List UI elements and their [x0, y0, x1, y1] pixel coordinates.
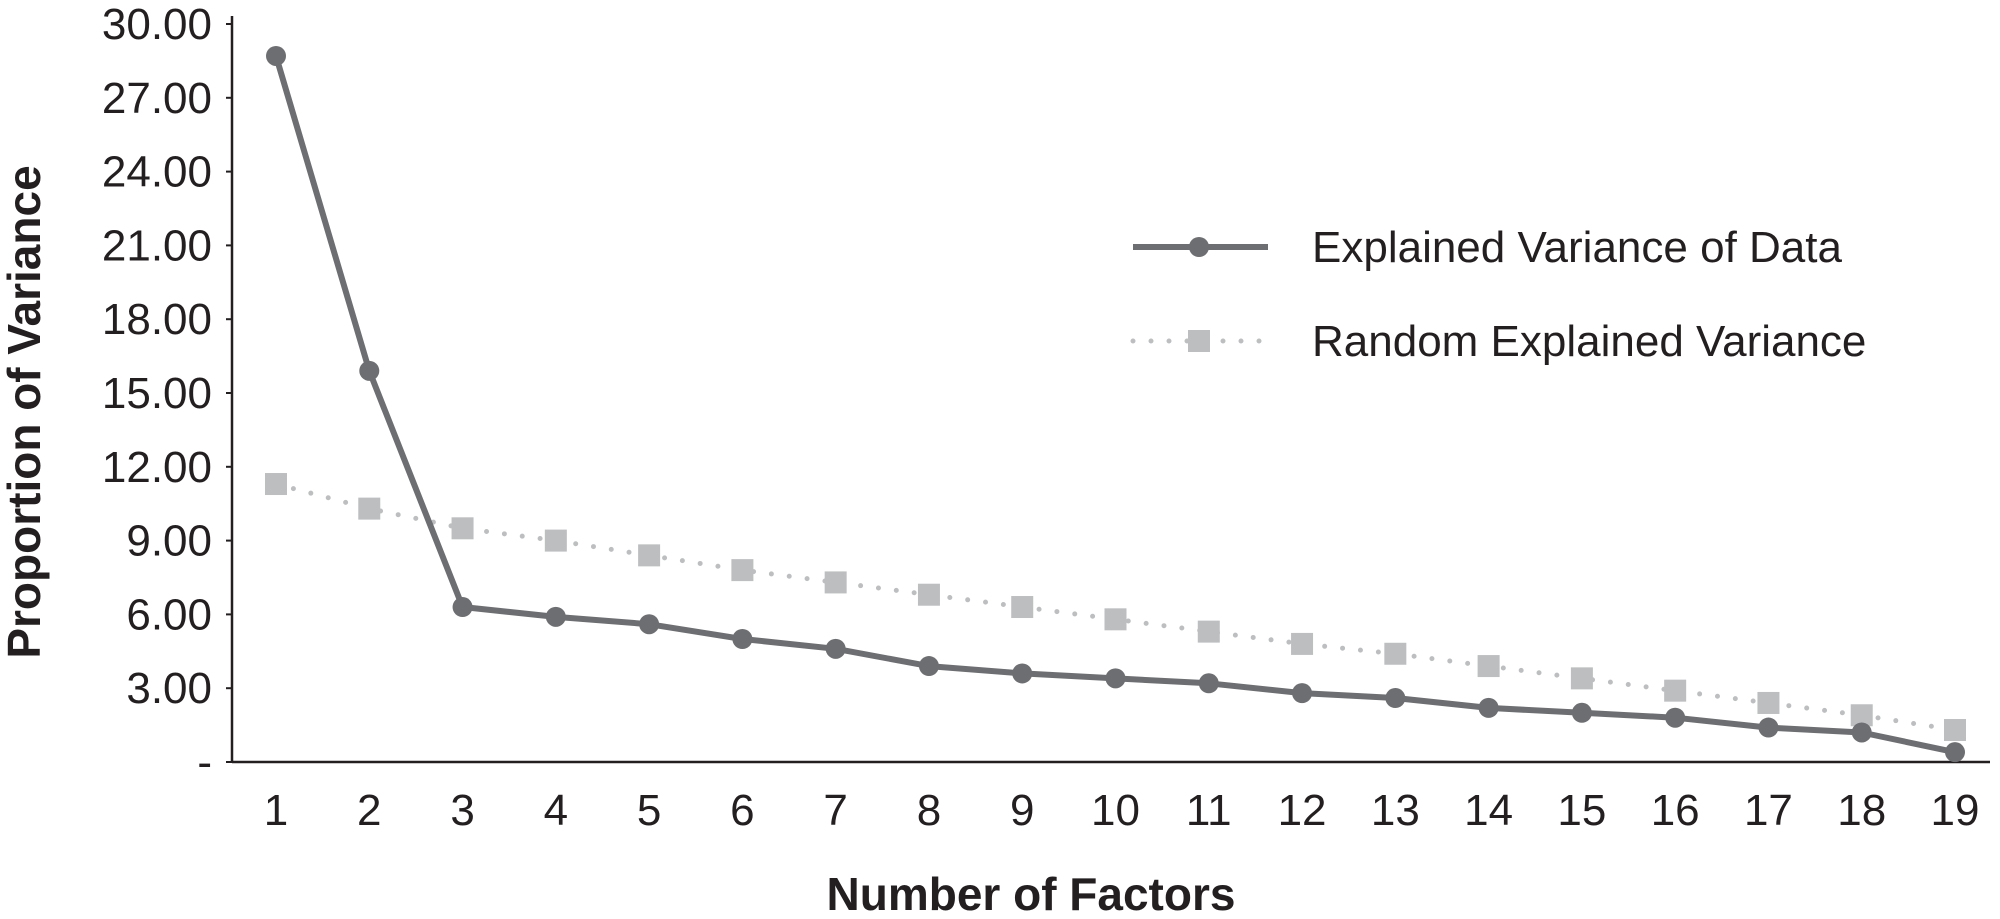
- x-tick-label: 9: [1010, 786, 1034, 835]
- x-tick-label: 16: [1651, 786, 1700, 835]
- y-tick-label: 6.00: [126, 590, 212, 639]
- x-tick-label: 4: [544, 786, 568, 835]
- legend-marker-random: [1188, 330, 1210, 352]
- x-tick-label: 11: [1186, 786, 1232, 835]
- legend-label-explained: Explained Variance of Data: [1312, 223, 1842, 272]
- y-tick-label: 12.00: [102, 443, 212, 492]
- x-axis-ticks: 1 2 3 4 5 6 7 8 9 10 11 12 13 14 15 16 17 18 19: [264, 786, 1980, 835]
- x-tick-label: 10: [1091, 786, 1140, 835]
- data-point-square: [1664, 679, 1687, 702]
- y-tick-label: 18.00: [102, 295, 212, 344]
- data-point-circle: [732, 629, 753, 649]
- y-tick-label: 3.00: [126, 664, 212, 713]
- series-line: [273, 481, 1958, 733]
- data-point-circle: [825, 638, 846, 659]
- legend-marker-explained: [1189, 237, 1209, 257]
- x-tick-label: 13: [1371, 786, 1420, 835]
- y-tick-label: 30.00: [102, 0, 212, 49]
- x-tick-label: 7: [823, 786, 847, 835]
- y-tick-label: 9.00: [126, 517, 212, 566]
- data-point-square: [1104, 608, 1127, 631]
- data-point-square: [1850, 704, 1873, 727]
- data-point-circle: [1945, 742, 1965, 763]
- x-tick-label: 1: [264, 786, 288, 835]
- data-point-circle: [1385, 688, 1406, 709]
- data-point-square: [451, 517, 474, 540]
- y-tick-label: -: [197, 738, 212, 787]
- data-point-square: [1570, 667, 1593, 690]
- data-point-square: [1477, 655, 1500, 678]
- x-axis-title: Number of Factors: [827, 868, 1236, 919]
- y-axis-ticks: - 3.00 6.00 9.00 12.00 15.00 18.00 21.00 24.00 27…: [102, 0, 232, 787]
- series-line: [273, 55, 1956, 756]
- x-tick-label: 2: [357, 786, 381, 835]
- data-point-square: [544, 529, 567, 552]
- data-point-circle: [1292, 683, 1313, 704]
- x-tick-label: 5: [637, 786, 661, 835]
- x-tick-label: 19: [1931, 786, 1980, 835]
- data-point-circle: [1758, 717, 1779, 738]
- data-point-square: [731, 559, 754, 582]
- x-tick-label: 17: [1744, 786, 1793, 835]
- data-point-circle: [1105, 668, 1126, 689]
- y-tick-label: 27.00: [102, 74, 212, 123]
- y-axis-title: Proportion of Variance: [0, 165, 50, 658]
- data-point-square: [265, 473, 287, 496]
- y-tick-label: 15.00: [102, 369, 212, 418]
- data-point-square: [1757, 691, 1780, 714]
- data-point-circle: [266, 45, 286, 66]
- data-point-square: [1944, 719, 1966, 742]
- x-tick-label: 18: [1837, 786, 1886, 835]
- data-point-circle: [1012, 663, 1033, 684]
- x-tick-label: 3: [450, 786, 474, 835]
- series-random-variance: [265, 473, 1966, 742]
- data-point-circle: [359, 360, 380, 381]
- x-tick-label: 8: [917, 786, 941, 835]
- data-point-circle: [1571, 702, 1592, 723]
- x-tick-label: 6: [730, 786, 754, 835]
- data-point-circle: [1851, 722, 1872, 743]
- data-point-circle: [639, 614, 660, 635]
- x-tick-label: 14: [1464, 786, 1513, 835]
- data-point-circle: [1198, 673, 1219, 694]
- data-point-square: [358, 497, 381, 520]
- legend: Explained Variance of Data Random Explain…: [1130, 223, 1866, 366]
- data-point-circle: [545, 606, 566, 627]
- y-tick-label: 24.00: [102, 148, 212, 197]
- y-tick-label: 21.00: [102, 221, 212, 270]
- data-point-square: [1197, 620, 1220, 643]
- data-point-circle: [1478, 697, 1499, 718]
- legend-label-random: Random Explained Variance: [1312, 317, 1866, 366]
- series-explained-variance: [266, 45, 1965, 763]
- series-layer: [265, 45, 1966, 763]
- data-point-circle: [918, 656, 939, 677]
- data-point-circle: [452, 597, 473, 618]
- x-tick-label: 12: [1278, 786, 1327, 835]
- axes: [230, 16, 1990, 764]
- data-point-square: [1011, 596, 1034, 619]
- data-point-square: [638, 544, 661, 567]
- data-point-square: [1384, 642, 1407, 665]
- data-point-square: [917, 583, 940, 606]
- data-point-circle: [1665, 707, 1686, 728]
- data-point-square: [1291, 632, 1314, 655]
- data-point-square: [824, 571, 847, 594]
- x-tick-label: 15: [1557, 786, 1606, 835]
